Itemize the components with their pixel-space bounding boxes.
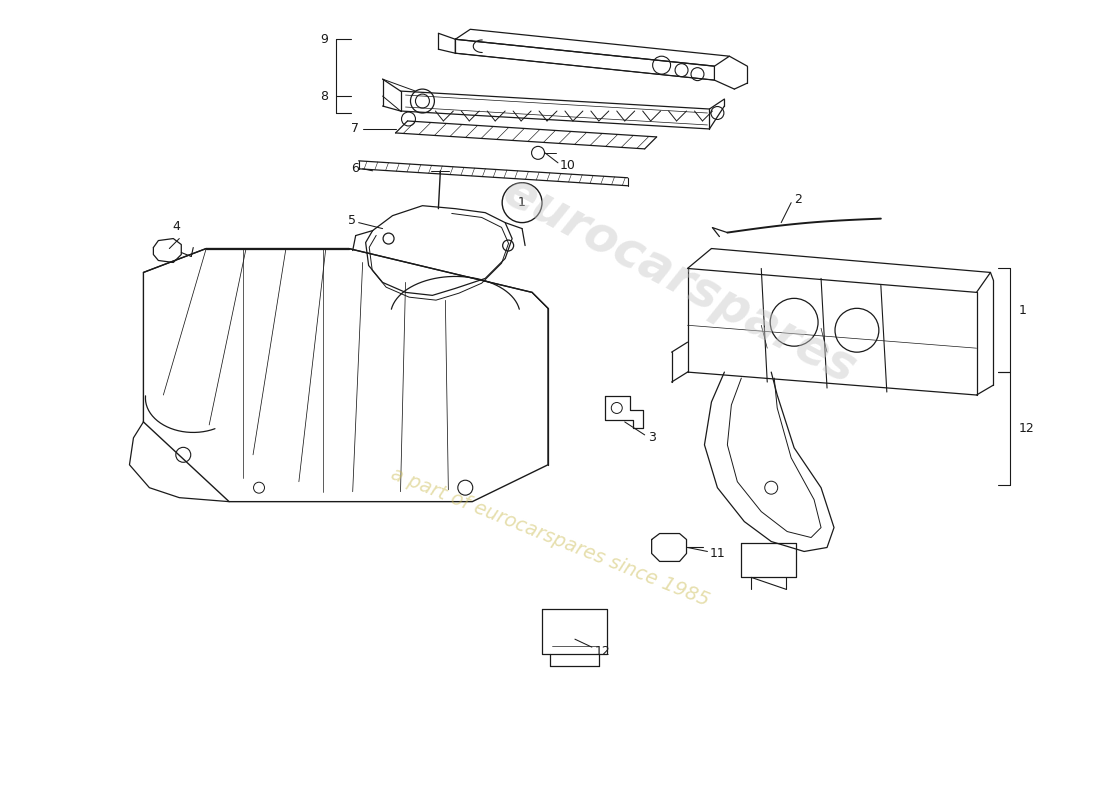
Text: a part of eurocarspares since 1985: a part of eurocarspares since 1985 <box>388 465 712 610</box>
Text: 4: 4 <box>173 219 180 233</box>
Text: 9: 9 <box>320 33 328 46</box>
Text: 5: 5 <box>348 214 355 227</box>
Text: 11: 11 <box>710 547 725 560</box>
Text: 8: 8 <box>320 90 328 102</box>
Text: 12: 12 <box>1019 422 1034 435</box>
Text: eurocarspares: eurocarspares <box>495 167 865 394</box>
Text: 10: 10 <box>560 159 575 172</box>
Text: 6: 6 <box>351 162 359 175</box>
Text: 2: 2 <box>794 193 802 206</box>
Text: 3: 3 <box>648 431 656 444</box>
Text: 7: 7 <box>351 122 359 135</box>
Text: 1: 1 <box>518 196 526 209</box>
Text: 1: 1 <box>1019 304 1026 317</box>
Text: 12: 12 <box>595 645 610 658</box>
